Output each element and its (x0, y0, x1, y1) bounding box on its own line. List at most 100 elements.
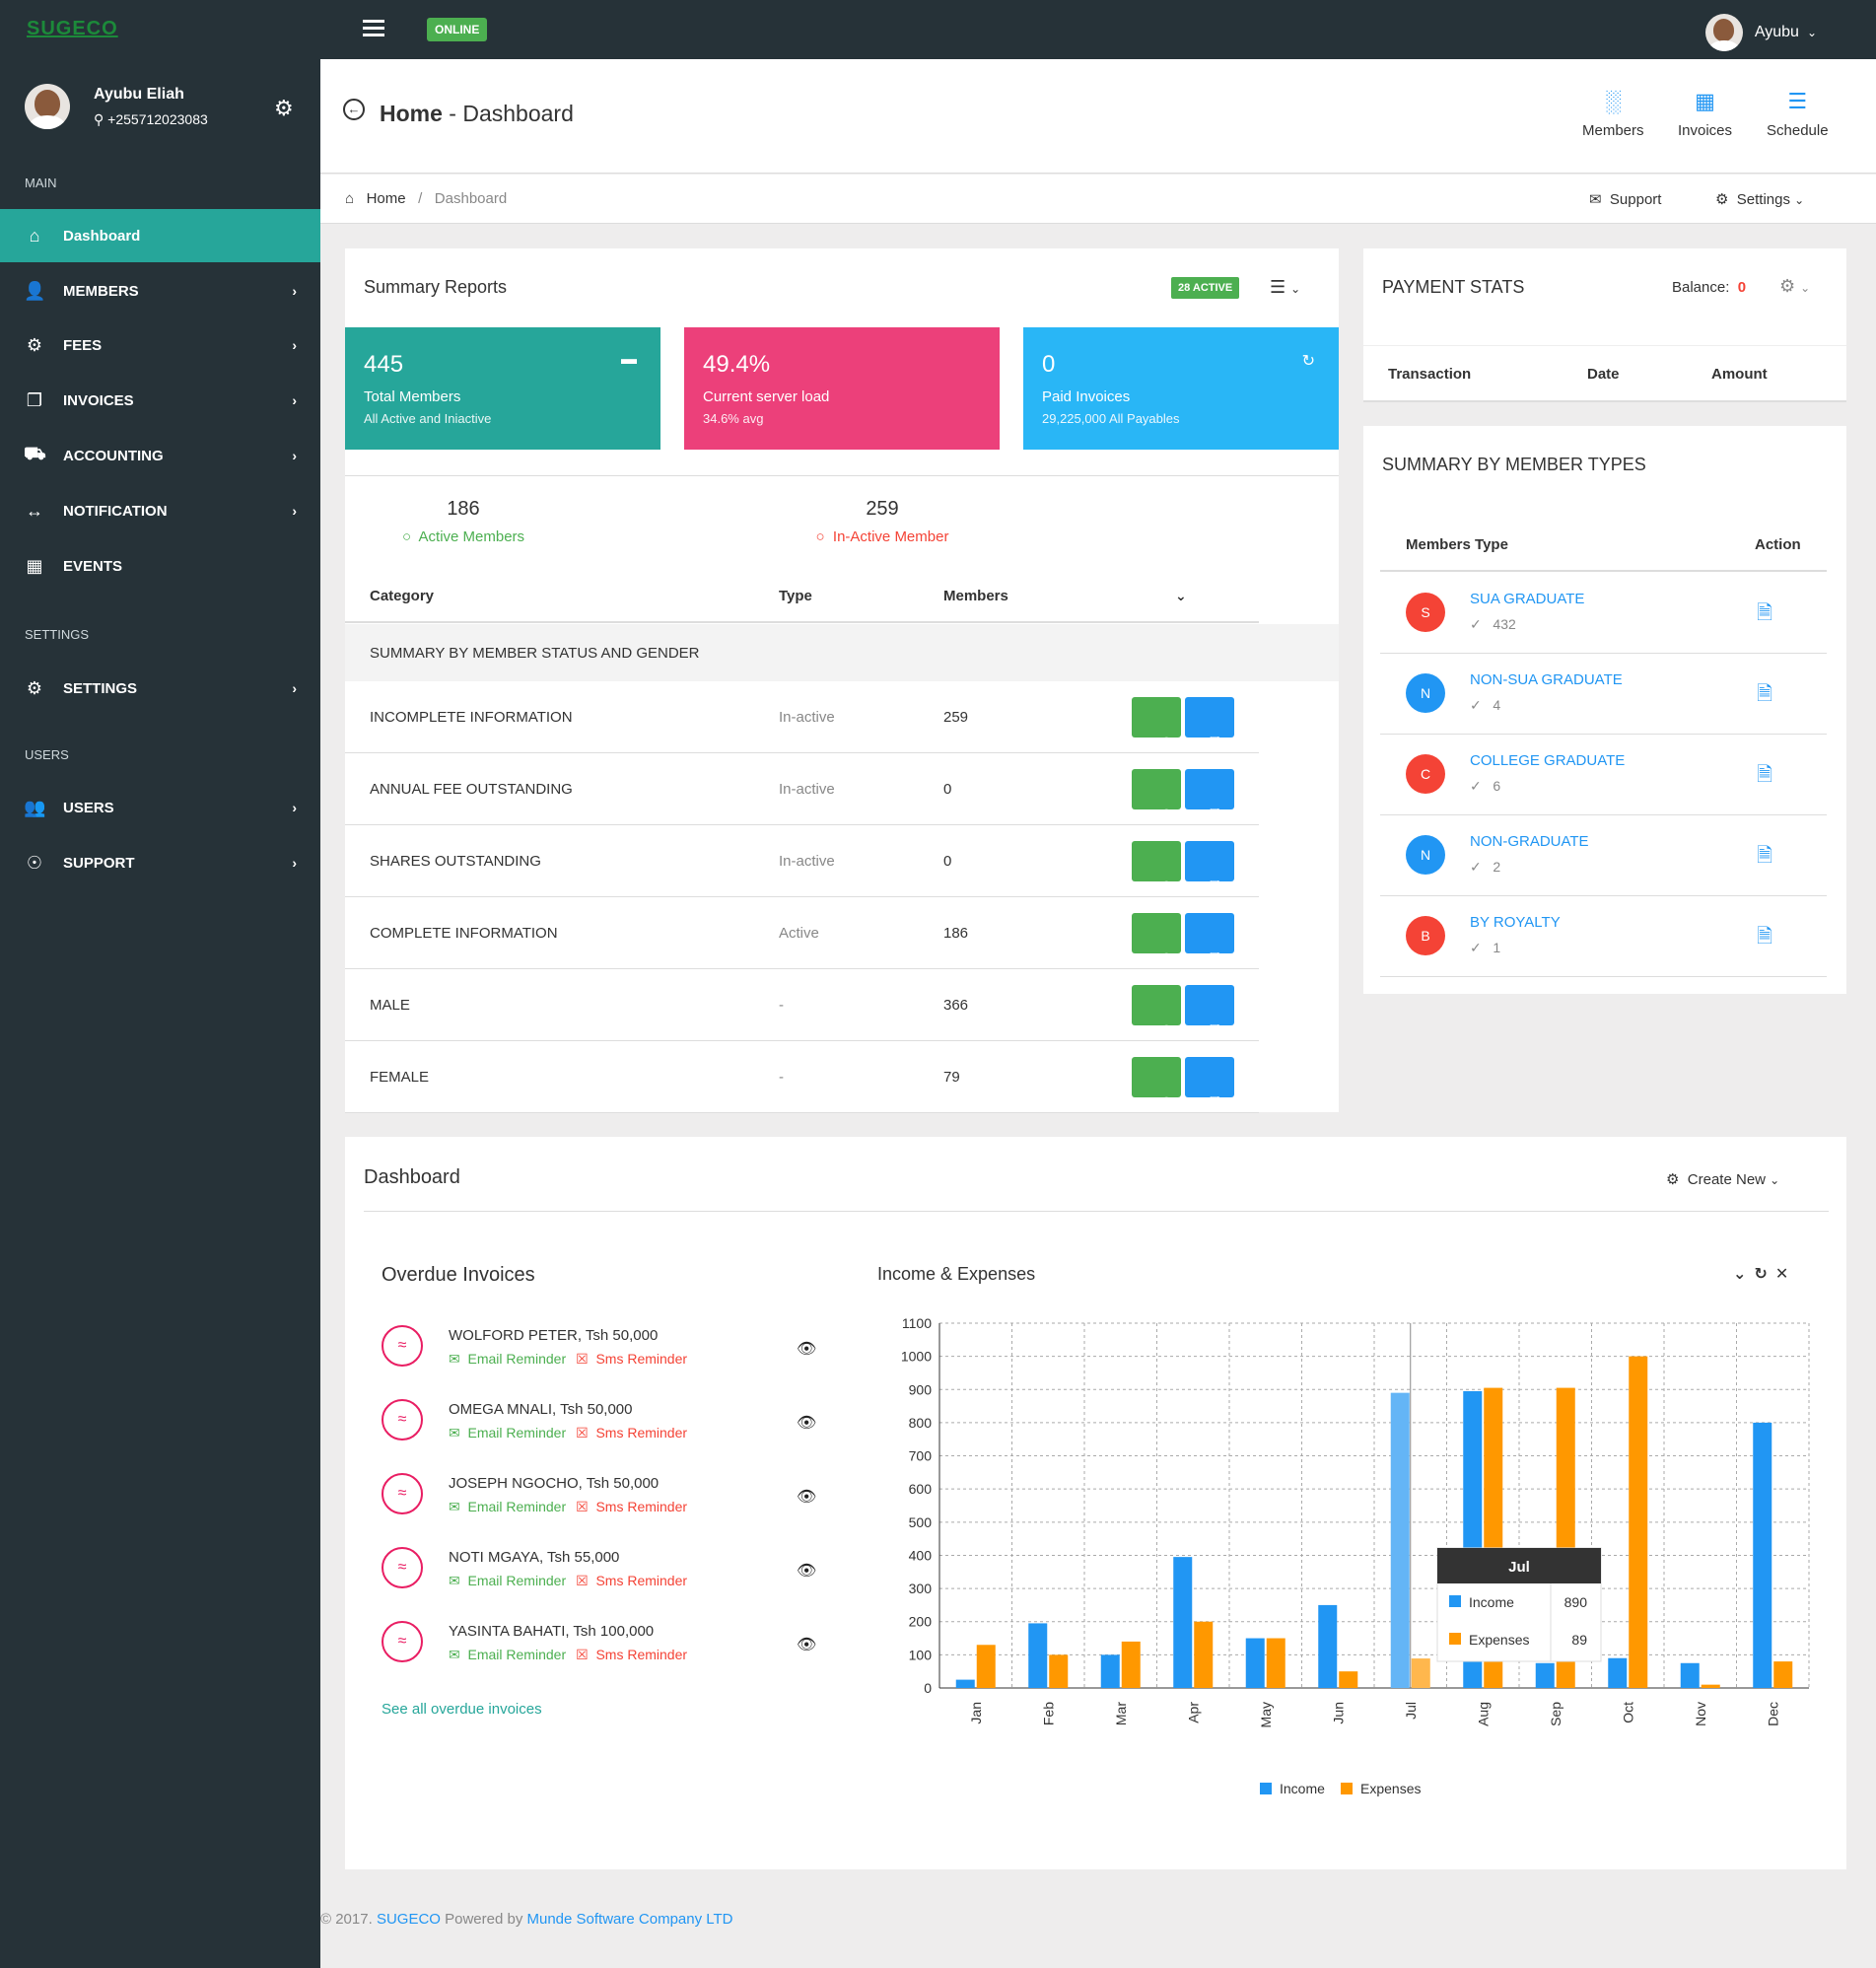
sidebar-item-support[interactable]: ☉ SUPPORT › (0, 836, 320, 889)
email-reminder-link[interactable]: ✉ Email Reminder (449, 1499, 567, 1514)
chevron-right-icon: › (292, 680, 297, 696)
email-reminder-link[interactable]: ✉ Email Reminder (449, 1425, 567, 1441)
chevron-down-icon[interactable]: ⌄ (1733, 1266, 1755, 1283)
menu-toggle-icon[interactable] (363, 20, 384, 37)
email-reminder-link[interactable]: ✉ Email Reminder (449, 1573, 567, 1588)
row-type: In-active (779, 781, 835, 798)
header-schedule-button[interactable]: ☰ Schedule (1767, 89, 1829, 139)
y-tick-label: 1100 (902, 1315, 932, 1331)
overdue-invoice-item: ≈ YASINTA BAHATI, Tsh 100,000 ✉ Email Remi… (382, 1621, 835, 1680)
email-reminder-link[interactable]: ✉ Email Reminder (449, 1351, 567, 1367)
panel-menu-icon[interactable]: ☰ ⌄ (1270, 277, 1301, 297)
app-logo[interactable]: SUGECO (27, 18, 118, 39)
chevron-down-icon[interactable]: ⌄ (1175, 588, 1187, 603)
member-type-link[interactable]: NON-SUA GRADUATE (1470, 671, 1623, 688)
eye-icon[interactable]: 👁 (797, 1415, 817, 1432)
bar-income-oct (1608, 1657, 1628, 1688)
users-icon: 👥 (24, 797, 46, 817)
eye-icon[interactable]: 👁 (797, 1341, 817, 1358)
sms-reminder-link[interactable]: ☒ Sms Reminder (576, 1425, 688, 1441)
breadcrumb-home-link[interactable]: Home (366, 190, 406, 207)
member-types-panel (1363, 426, 1846, 994)
sidebar-item-notification[interactable]: ↔ NOTIFICATION › (26, 500, 297, 521)
x-tick-label: Jan (968, 1702, 984, 1724)
file-pdf-icon[interactable]: 🗎 (1757, 602, 1773, 624)
user-name: Ayubu (1754, 24, 1799, 40)
view-eye-button[interactable]: 👁 (1132, 841, 1181, 897)
bar-income-dec (1753, 1422, 1772, 1688)
row-type: Active (779, 925, 819, 942)
refresh-icon[interactable]: ↻ (1301, 353, 1315, 370)
user-menu[interactable]: Ayubu ⌄ (1704, 14, 1817, 51)
eye-icon[interactable]: 👁 (797, 1489, 817, 1506)
sms-reminder-link[interactable]: ☒ Sms Reminder (576, 1499, 688, 1514)
sms-reminder-link[interactable]: ☒ Sms Reminder (576, 1573, 688, 1588)
sidebar-item-events[interactable]: ▦ EVENTS (0, 539, 320, 593)
breadcrumb: ⌂ Home / Dashboard ✉ Support ⚙ Settings … (320, 175, 1876, 224)
member-type-count: 2 (1493, 859, 1501, 875)
refresh-icon[interactable]: ↻ (1754, 1266, 1775, 1283)
envelope-icon: ✉ (449, 1499, 460, 1514)
close-icon[interactable]: ✕ (1774, 1266, 1797, 1283)
pdf-button[interactable]: 🗎 (1185, 985, 1234, 1041)
pdf-button[interactable]: 🗎 (1185, 841, 1234, 897)
circle-icon: ○ (401, 528, 411, 545)
footer-company-link[interactable]: Munde Software Company LTD (526, 1911, 733, 1928)
sidebar-item-users[interactable]: 👥 USERS › (24, 797, 297, 817)
back-arrow-icon[interactable]: ← (343, 99, 365, 120)
eye-icon[interactable]: 👁 (797, 1563, 817, 1580)
x-tick-label: Mar (1113, 1702, 1129, 1725)
member-type-row: B BY ROYALTY ✓ 1 🗎 (1380, 896, 1827, 977)
header-invoices-button[interactable]: ▦ Invoices (1678, 89, 1733, 139)
chevron-down-icon: ⌄ (1794, 193, 1805, 207)
sidebar-section-main: MAIN (25, 176, 57, 190)
payment-settings-gear-icon[interactable]: ⚙ ⌄ (1779, 276, 1811, 296)
sms-reminder-link[interactable]: ☒ Sms Reminder (576, 1351, 688, 1367)
bar-income-may (1245, 1638, 1265, 1688)
sms-reminder-link[interactable]: ☒ Sms Reminder (576, 1647, 688, 1662)
sidebar-item-members[interactable]: 👤 MEMBERS › (24, 280, 297, 301)
file-pdf-icon[interactable]: 🗎 (1757, 845, 1773, 867)
sidebar-item-accounting[interactable]: ⛟ ACCOUNTING › (0, 429, 320, 482)
sidebar-item-dashboard[interactable]: ⌂ Dashboard (0, 209, 320, 262)
email-reminder-link[interactable]: ✉ Email Reminder (449, 1647, 567, 1662)
pdf-button[interactable]: 🗎 (1185, 913, 1234, 969)
bar-income-jan (955, 1679, 975, 1688)
legend-label-expenses: Expenses (1360, 1781, 1421, 1796)
support-link[interactable]: ✉ Support (1589, 191, 1662, 208)
file-pdf-icon[interactable]: 🗎 (1757, 926, 1773, 948)
footer-brand-link[interactable]: SUGECO (376, 1911, 441, 1928)
view-eye-button[interactable]: 👁 (1132, 913, 1181, 969)
header-members-button[interactable]: ░ Members (1582, 89, 1644, 139)
sidebar-item-fees[interactable]: ⚙ FEES › (0, 318, 320, 372)
pdf-button[interactable]: 🗎 (1185, 697, 1234, 753)
collapse-icon[interactable]: ▬ (621, 351, 637, 368)
eye-icon[interactable]: 👁 (797, 1637, 817, 1653)
circle-icon: ○ (815, 528, 825, 545)
profile-settings-gear-icon[interactable]: ⚙ (274, 96, 294, 120)
inactive-members-count: 259 ○ In-Active Member (815, 498, 949, 545)
row-type: - (779, 1069, 784, 1086)
sidebar-item-invoices[interactable]: ❐ INVOICES › (0, 374, 320, 427)
member-type-link[interactable]: SUA GRADUATE (1470, 591, 1585, 607)
view-eye-button[interactable]: 👁 (1132, 697, 1181, 753)
pdf-button[interactable]: 🗎 (1185, 769, 1234, 825)
see-all-overdue-link[interactable]: See all overdue invoices (382, 1701, 542, 1718)
table-row: MALE - 366 👁 🗎 (345, 969, 1259, 1041)
sidebar-item-settings[interactable]: ⚙ SETTINGS › (0, 662, 320, 715)
view-eye-button[interactable]: 👁 (1132, 769, 1181, 825)
member-type-link[interactable]: NON-GRADUATE (1470, 833, 1589, 850)
settings-dropdown[interactable]: ⚙ Settings ⌄ (1715, 191, 1805, 208)
bar-income-jun (1318, 1604, 1338, 1688)
file-pdf-icon[interactable]: 🗎 (1757, 683, 1773, 705)
view-eye-button[interactable]: 👁 (1132, 985, 1181, 1041)
member-type-link[interactable]: COLLEGE GRADUATE (1470, 752, 1626, 769)
member-type-link[interactable]: BY ROYALTY (1470, 914, 1561, 931)
view-eye-button[interactable]: 👁 (1132, 1057, 1181, 1113)
pdf-button[interactable]: 🗎 (1185, 1057, 1234, 1113)
page-title: Home - Dashboard (380, 101, 574, 126)
tooltip-expenses-swatch (1449, 1633, 1461, 1645)
overdue-invoice-item: ≈ WOLFORD PETER, Tsh 50,000 ✉ Email Remind… (382, 1325, 835, 1384)
file-pdf-icon[interactable]: 🗎 (1757, 764, 1773, 786)
create-new-dropdown[interactable]: ⚙ Create New ⌄ (1666, 1171, 1780, 1188)
